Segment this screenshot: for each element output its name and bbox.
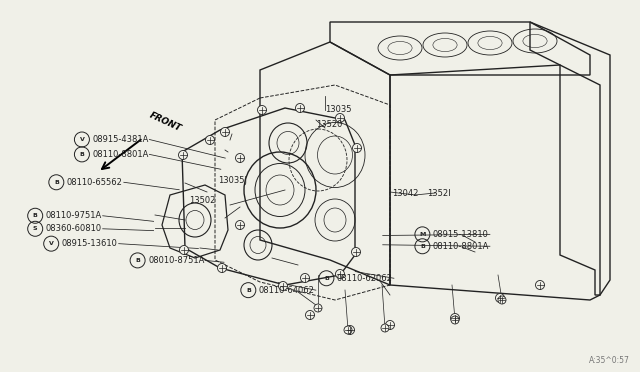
Text: V: V [49,241,54,246]
Text: S: S [33,226,38,231]
Text: 13042: 13042 [392,189,418,198]
Ellipse shape [498,296,506,304]
Text: 08360-60810: 08360-60810 [45,224,102,233]
Text: B: B [246,288,251,293]
Ellipse shape [536,280,545,289]
Text: B: B [54,180,59,185]
Ellipse shape [353,144,362,153]
Text: 13520: 13520 [316,120,342,129]
Text: 08915-13810: 08915-13810 [433,230,489,239]
Ellipse shape [236,154,244,163]
Ellipse shape [314,304,322,312]
Ellipse shape [301,273,310,282]
Text: 08110-9751A: 08110-9751A [45,211,102,220]
Ellipse shape [179,151,188,160]
Text: A:35^0:57: A:35^0:57 [589,356,630,365]
Ellipse shape [346,326,355,334]
Ellipse shape [351,247,360,257]
Text: FRONT: FRONT [148,110,183,133]
Text: 13502: 13502 [189,196,215,205]
Text: 13035J: 13035J [218,176,246,185]
Ellipse shape [381,324,389,332]
Text: B: B [135,258,140,263]
Ellipse shape [179,246,189,254]
Text: 08915-13610: 08915-13610 [61,239,118,248]
Ellipse shape [305,311,314,320]
Text: 08010-8751A: 08010-8751A [148,256,204,265]
Ellipse shape [495,294,504,302]
Text: 08110-64062: 08110-64062 [259,286,315,295]
Text: 08110-62062: 08110-62062 [337,274,393,283]
Ellipse shape [296,103,305,112]
Text: B: B [33,213,38,218]
Ellipse shape [335,269,344,279]
Ellipse shape [218,263,227,273]
Ellipse shape [205,135,214,144]
Ellipse shape [278,282,287,291]
Text: M: M [419,232,426,237]
Ellipse shape [451,316,459,324]
Ellipse shape [451,314,460,323]
Text: 1352I: 1352I [428,189,451,198]
Ellipse shape [236,221,244,230]
Text: B: B [79,152,84,157]
Ellipse shape [221,128,230,137]
Ellipse shape [335,113,344,122]
Text: 08110-8801A: 08110-8801A [92,150,148,159]
Ellipse shape [344,326,352,334]
Text: B: B [420,244,425,249]
Text: 08110-8801A: 08110-8801A [433,242,489,251]
Text: V: V [79,137,84,142]
Text: 13035: 13035 [325,105,351,114]
Text: 08915-4381A: 08915-4381A [92,135,148,144]
Text: 08110-65562: 08110-65562 [67,178,123,187]
Text: B: B [324,276,329,281]
Ellipse shape [385,321,394,330]
Ellipse shape [257,106,266,115]
